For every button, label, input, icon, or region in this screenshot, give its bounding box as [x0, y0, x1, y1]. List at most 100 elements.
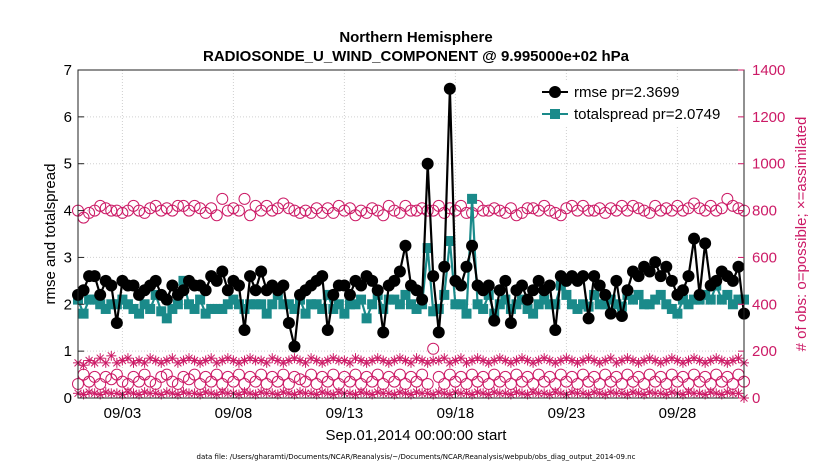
count-point-possible	[477, 204, 490, 217]
count-point-possible	[665, 368, 678, 381]
count-point-possible	[166, 375, 179, 388]
rmse-point	[410, 284, 423, 297]
totalspread-point	[245, 299, 256, 310]
y-tick-label: 2	[64, 296, 72, 313]
totalspread-point	[389, 294, 400, 305]
count-point-possible	[643, 368, 656, 381]
count-point-assimilated	[78, 360, 89, 371]
x-axis: 09/03 09/08 09/13 09/18 09/23 09/28	[104, 392, 696, 422]
totalspread-point	[533, 299, 544, 310]
count-point-possible	[144, 202, 157, 215]
rmse-point	[277, 279, 290, 292]
rmse-point	[688, 232, 701, 245]
totalspread-point	[333, 299, 344, 310]
count-point-possible	[482, 377, 495, 390]
rmse-point	[732, 260, 745, 273]
totalspread-point	[444, 236, 455, 247]
rmse-point	[588, 270, 601, 283]
count-point-possible	[504, 377, 517, 390]
count-point-possible	[488, 368, 501, 381]
count-point-possible	[393, 368, 406, 381]
count-point-assimilated	[189, 388, 200, 399]
rmse-point	[493, 284, 506, 297]
totalspread-point	[600, 299, 611, 310]
count-point-assimilated	[106, 350, 117, 361]
count-point-possible	[527, 202, 540, 215]
rmse-point	[399, 239, 412, 252]
totalspread-point	[472, 299, 483, 310]
totalspread-point	[544, 299, 555, 310]
data-file-footnote: data file: /Users/gharamti/Documents/NCA…	[197, 453, 636, 461]
totalspread-point	[383, 294, 394, 305]
totalspread-point	[639, 299, 650, 310]
rmse-point	[466, 239, 479, 252]
count-point-possible	[416, 368, 429, 381]
count-point-possible	[443, 368, 456, 381]
count-point-possible	[133, 204, 146, 217]
totalspread-point	[267, 299, 278, 310]
y2-tick-label: 600	[752, 249, 777, 266]
totalspread-point	[561, 289, 572, 300]
count-point-possible	[627, 199, 639, 212]
legend-rmse-label: rmse pr=2.3699	[574, 84, 679, 101]
rmse-point	[166, 279, 179, 292]
totalspread-point	[483, 289, 494, 300]
totalspread-point	[722, 289, 733, 300]
count-point-possible	[599, 368, 612, 381]
count-point-possible	[715, 202, 728, 215]
count-point-assimilated	[478, 388, 489, 399]
series-assimilated	[73, 350, 749, 371]
count-point-assimilated	[411, 387, 422, 398]
rmse-point	[216, 265, 229, 278]
series-assimilated-lower	[73, 387, 749, 403]
count-point-possible	[377, 377, 390, 390]
count-point-assimilated	[644, 387, 655, 398]
y-tick-label: 5	[64, 156, 72, 173]
count-point-possible	[532, 368, 545, 381]
totalspread-point	[528, 308, 539, 319]
rmse-point	[549, 324, 562, 337]
rmse-point	[238, 324, 251, 337]
count-point-assimilated	[122, 353, 133, 364]
rmse-point	[388, 274, 401, 287]
rmse-point	[582, 312, 595, 325]
totalspread-point	[356, 294, 367, 305]
totalspread-point	[78, 308, 89, 319]
count-point-possible	[549, 206, 562, 219]
totalspread-point	[406, 299, 416, 310]
count-point-possible	[510, 368, 523, 381]
count-point-possible	[638, 377, 651, 390]
rmse-point	[427, 270, 440, 283]
rmse-point	[665, 274, 678, 287]
series-layer	[72, 82, 750, 403]
totalspread-point	[311, 299, 322, 310]
x-tick-label: 09/03	[104, 405, 142, 422]
rmse-point	[726, 274, 739, 287]
totalspread-point	[572, 303, 583, 314]
rmse-point	[210, 274, 223, 287]
count-point-possible	[638, 204, 651, 217]
count-point-assimilated	[139, 357, 150, 368]
count-point-possible	[621, 368, 634, 381]
totalspread-point	[655, 289, 666, 300]
totalspread-point	[300, 308, 311, 319]
count-point-assimilated	[655, 388, 666, 399]
totalspread-point	[650, 294, 661, 305]
y2-tick-label: 1400	[752, 62, 785, 79]
count-point-assimilated	[400, 388, 411, 399]
x-tick-label: 09/23	[548, 405, 586, 422]
count-point-possible	[282, 202, 295, 215]
y2-tick-label: 1200	[752, 109, 785, 126]
rmse-point	[499, 274, 512, 287]
count-point-possible	[210, 209, 223, 222]
rmse-point	[371, 284, 384, 297]
count-point-assimilated	[111, 388, 122, 399]
count-point-assimilated	[605, 353, 616, 364]
rmse-point	[643, 265, 656, 278]
count-point-possible	[188, 199, 201, 212]
count-point-possible	[543, 204, 556, 217]
legend-spread-marker	[550, 109, 560, 119]
totalspread-point	[239, 303, 250, 314]
totalspread-point	[111, 299, 122, 310]
